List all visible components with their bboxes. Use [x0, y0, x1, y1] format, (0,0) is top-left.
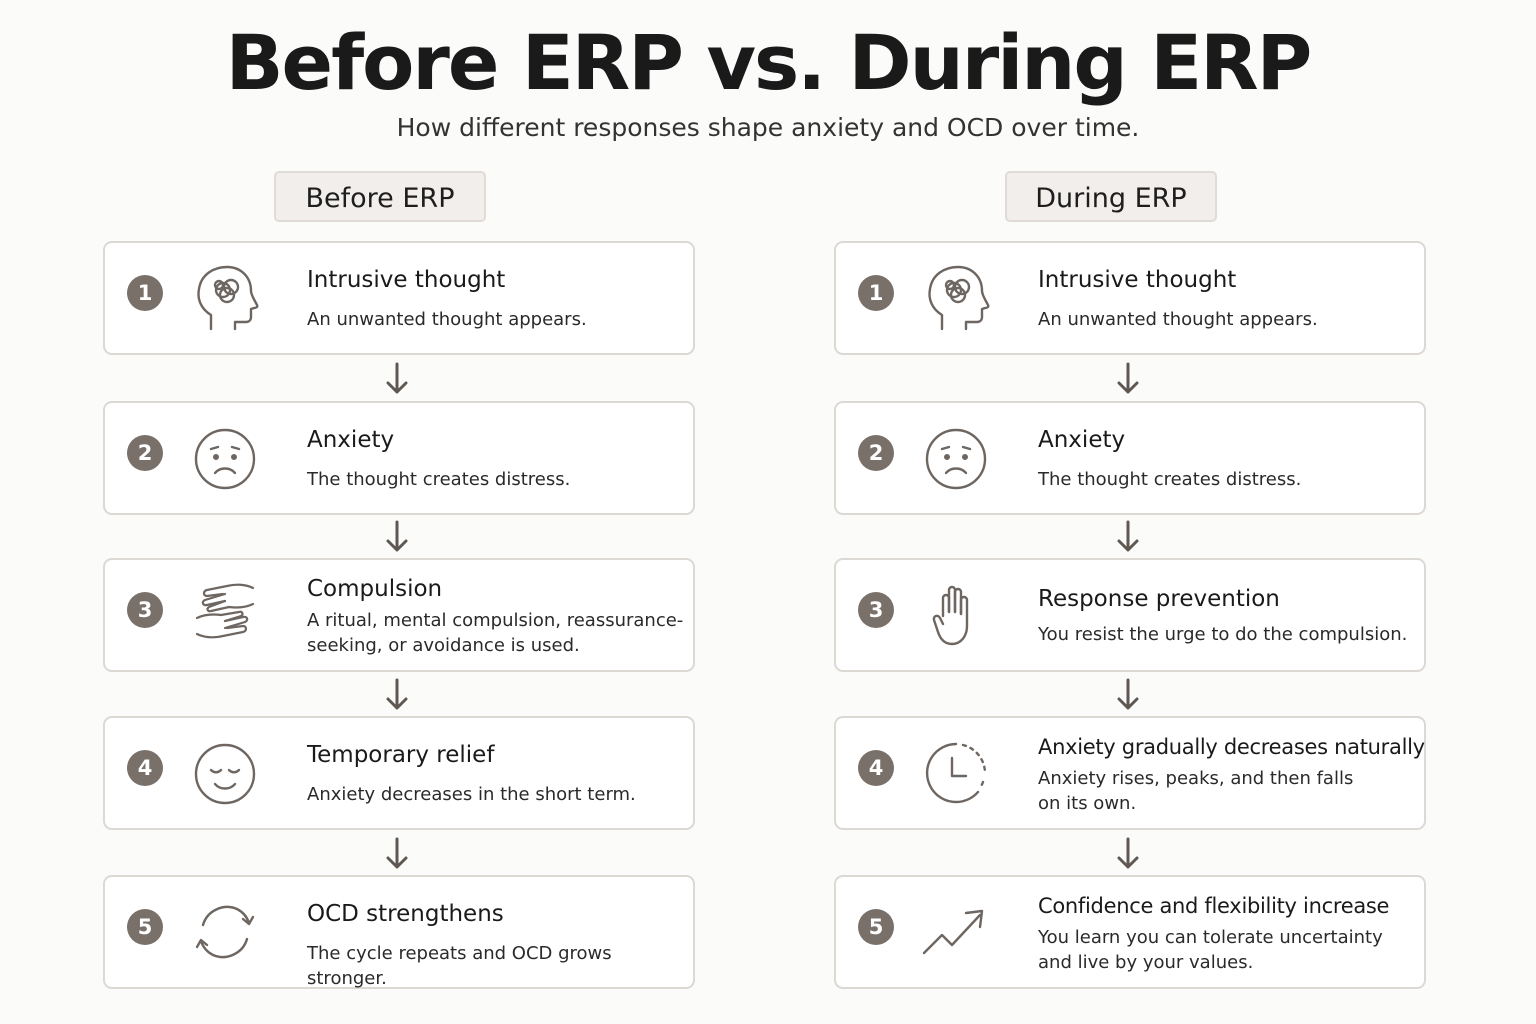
- step-title: Intrusive thought: [1038, 267, 1237, 293]
- step-description: A ritual, mental compulsion, reassurance…: [307, 610, 684, 656]
- washing-hands-icon: [185, 574, 265, 654]
- step-number-badge: 5: [858, 909, 894, 945]
- step-title: Anxiety: [307, 427, 395, 453]
- during-step-4-card: 4 Anxiety gradually decreases naturally …: [834, 716, 1426, 830]
- down-arrow-icon: [382, 518, 412, 558]
- step-description: The cycle repeats and OCD grows stronger…: [307, 943, 612, 989]
- during-step-1-card: 1 Intrusive thought An unwanted thought …: [834, 241, 1426, 355]
- before-step-2-card: 2 Anxiety The thought creates distress.: [103, 401, 695, 515]
- before-step-3-card: 3 Compulsion A ritual, mental compulsion…: [103, 558, 695, 672]
- step-title: Compulsion: [307, 576, 443, 602]
- down-arrow-icon: [382, 835, 412, 875]
- step-number-badge: 4: [858, 750, 894, 786]
- step-description: Anxiety decreases in the short term.: [307, 784, 636, 805]
- step-title: Anxiety gradually decreases naturally: [1038, 735, 1425, 759]
- step-description: You learn you can tolerate uncertainty a…: [1038, 927, 1383, 973]
- step-title: Response prevention: [1038, 586, 1280, 612]
- step-number-badge: 1: [127, 275, 163, 311]
- step-description: You resist the urge to do the compulsion…: [1038, 624, 1408, 645]
- step-number-badge: 5: [127, 909, 163, 945]
- before-step-1-card: 1 Intrusive thought An unwanted thought …: [103, 241, 695, 355]
- page-title: Before ERP vs. During ERP: [225, 18, 1313, 107]
- during-step-3-card: 3 Response prevention You resist the urg…: [834, 558, 1426, 672]
- head-brain-icon: [916, 257, 996, 337]
- step-title: Intrusive thought: [307, 267, 506, 293]
- step-number-badge: 2: [858, 435, 894, 471]
- down-arrow-icon: [1113, 676, 1143, 716]
- step-number-badge: 3: [127, 592, 163, 628]
- during-erp-label: During ERP: [1005, 171, 1217, 222]
- during-step-5-card: 5 Confidence and flexibility increase Yo…: [834, 875, 1426, 989]
- during-step-2-card: 2 Anxiety The thought creates distress.: [834, 401, 1426, 515]
- step-description: An unwanted thought appears.: [1038, 309, 1318, 330]
- down-arrow-icon: [1113, 518, 1143, 558]
- relieved-face-icon: [185, 732, 265, 812]
- before-step-4-card: 4 Temporary relief Anxiety decreases in …: [103, 716, 695, 830]
- step-number-badge: 3: [858, 592, 894, 628]
- clock-icon: [916, 732, 996, 812]
- step-description: Anxiety rises, peaks, and then falls on …: [1038, 768, 1354, 814]
- down-arrow-icon: [1113, 835, 1143, 875]
- step-number-badge: 1: [858, 275, 894, 311]
- step-description: The thought creates distress.: [1038, 469, 1302, 490]
- page-subtitle: How different responses shape anxiety an…: [396, 113, 1140, 142]
- step-number-badge: 2: [127, 435, 163, 471]
- step-number-badge: 4: [127, 750, 163, 786]
- before-erp-label: Before ERP: [274, 171, 486, 222]
- step-description: An unwanted thought appears.: [307, 309, 587, 330]
- before-step-5-card: 5 OCD strengthens The cycle repeats and …: [103, 875, 695, 989]
- step-title: Confidence and flexibility increase: [1038, 894, 1390, 918]
- step-description: The thought creates distress.: [307, 469, 571, 490]
- step-title: Temporary relief: [307, 742, 495, 768]
- down-arrow-icon: [382, 676, 412, 716]
- sad-face-icon: [185, 417, 265, 497]
- head-brain-icon: [185, 257, 265, 337]
- raised-hand-icon: [916, 574, 996, 654]
- down-arrow-icon: [1113, 360, 1143, 400]
- step-title: OCD strengthens: [307, 901, 504, 927]
- cycle-arrows-icon: [185, 891, 265, 971]
- down-arrow-icon: [382, 360, 412, 400]
- trend-up-icon: [916, 891, 996, 971]
- step-title: Anxiety: [1038, 427, 1126, 453]
- sad-face-icon: [916, 417, 996, 497]
